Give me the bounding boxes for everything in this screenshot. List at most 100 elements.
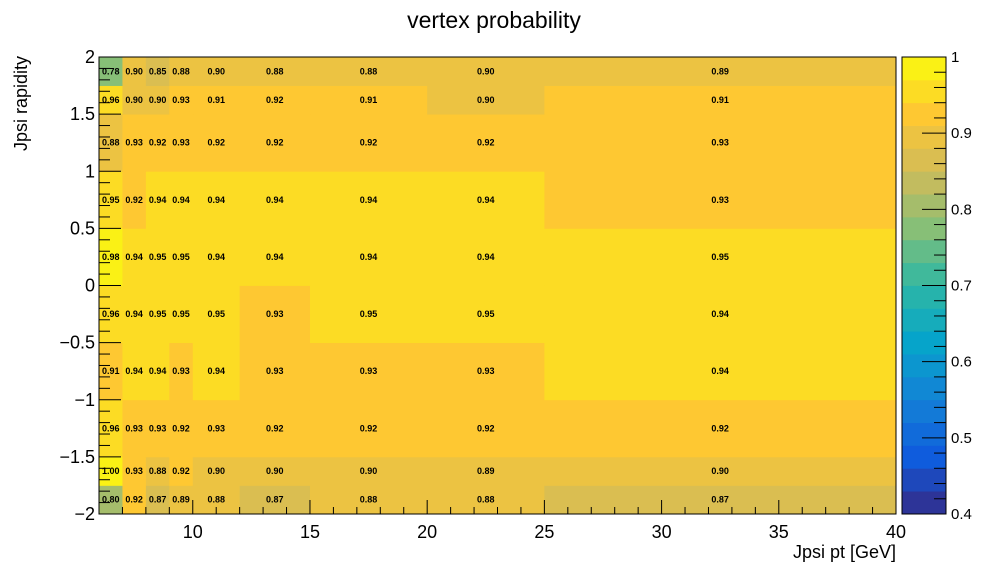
cell-value-label: 0.90 [477,66,495,76]
cell-value-label: 0.90 [711,466,729,476]
heatmap-cell [309,399,428,458]
color-scale-step [902,194,946,218]
y-tick-label: 0 [85,276,95,296]
cell-value-label: 0.94 [207,366,225,376]
heatmap-cell [309,342,428,401]
z-tick-label: 0.9 [951,125,972,142]
color-scale-step [902,79,946,104]
cell-value-label: 0.94 [207,252,225,262]
heatmap-cell [544,228,897,286]
heatmap-cell [427,342,545,401]
heatmap-cell [427,114,545,172]
y-tick-label: 1 [85,161,95,181]
cell-value-label: 0.95 [149,252,167,262]
cell-value-label: 0.89 [711,66,729,76]
heatmap-cell [122,85,147,115]
cell-value-label: 0.93 [172,95,190,105]
cell-value-label: 0.94 [207,195,225,205]
cell-value-label: 0.92 [125,195,143,205]
heatmap-cell [544,57,897,86]
cell-value-label: 0.90 [477,95,495,105]
color-scale-step [902,445,946,469]
cell-value-label: 0.94 [477,252,495,262]
cell-value-label: 0.94 [711,366,729,376]
color-scale-step [902,331,946,355]
heatmap-cell [427,399,545,458]
heatmap-cell [544,399,897,458]
color-scale-step [902,491,946,515]
cell-value-label: 0.94 [266,195,284,205]
cell-value-label: 0.94 [125,252,143,262]
heatmap-cell [145,342,170,401]
cell-value-label: 0.93 [172,138,190,148]
heatmap-cell [145,85,170,115]
color-scale-step [902,57,946,81]
heatmap-cell [239,57,311,86]
heatmap-cell [145,57,170,86]
color-scale-step [902,376,946,401]
x-tick-label: 40 [886,522,906,542]
color-scale-step [902,285,946,309]
color-scale-step [902,171,946,195]
cell-value-label: 0.96 [102,95,120,105]
heatmap-cell [145,485,170,515]
cell-value-label: 0.90 [125,95,143,105]
cell-value-label: 0.94 [125,309,143,319]
cell-value-label: 0.92 [711,423,729,433]
cell-value-label: 0.87 [711,495,729,505]
cell-value-label: 0.94 [711,309,729,319]
x-tick-label: 25 [534,522,554,542]
color-scale-step [902,262,946,286]
heatmap-cell [122,171,147,229]
heatmap-cell [544,171,897,229]
heatmap-cell [427,285,545,344]
heatmap-cell [169,57,194,86]
cell-value-label: 0.80 [102,495,120,505]
x-tick-label: 35 [769,522,789,542]
cell-value-label: 0.96 [102,423,120,433]
heatmap-cell [99,114,123,172]
cell-value-label: 0.92 [172,466,190,476]
heatmap-cell [192,85,241,115]
cell-value-label: 0.93 [266,366,284,376]
y-axis-label: Jpsi rapidity [11,56,31,151]
heatmap-cell [239,456,311,486]
cell-value-label: 1.00 [102,466,120,476]
heatmap-cell [239,342,311,401]
z-tick-label: 0.7 [951,278,972,295]
color-scale-bar: 0.4 0.5 0.6 0.7 0.8 0.9 1 [901,49,972,523]
y-tick-label: −1 [74,390,95,410]
y-tick-label: −1.5 [59,447,95,467]
cell-value-label: 0.93 [711,195,729,205]
cell-value-label: 0.95 [149,309,167,319]
cell-value-label: 0.92 [266,423,284,433]
heatmap-cell [145,456,170,486]
cell-value-label: 0.95 [477,309,495,319]
cell-value-label: 0.94 [266,252,284,262]
heatmap-cell [122,285,147,344]
cell-value-label: 0.92 [360,138,378,148]
heatmap-cell [239,85,311,115]
heatmap-cell [145,228,170,286]
cell-value-label: 0.93 [477,366,495,376]
heatmap-cell [427,228,545,286]
y-tick-label: −0.5 [59,333,95,353]
cell-value-label: 0.90 [266,466,284,476]
heatmap-cell [427,57,545,86]
y-tick-label: 0.5 [70,218,95,238]
heatmap-cells [99,57,897,515]
heatmap-cell [145,171,170,229]
heatmap-cell [192,171,241,229]
heatmap-cell [239,399,311,458]
heatmap-cell [169,285,194,344]
heatmap-cell [122,399,147,458]
heatmap-cell [544,342,897,401]
heatmap-cell [99,228,123,286]
cell-value-label: 0.92 [207,138,225,148]
cell-value-label: 0.90 [149,95,167,105]
heatmap-cell [122,342,147,401]
heatmap-cell [122,456,147,486]
heatmap-cell [169,485,194,515]
heatmap-cell [99,456,123,486]
cell-value-label: 0.90 [207,466,225,476]
